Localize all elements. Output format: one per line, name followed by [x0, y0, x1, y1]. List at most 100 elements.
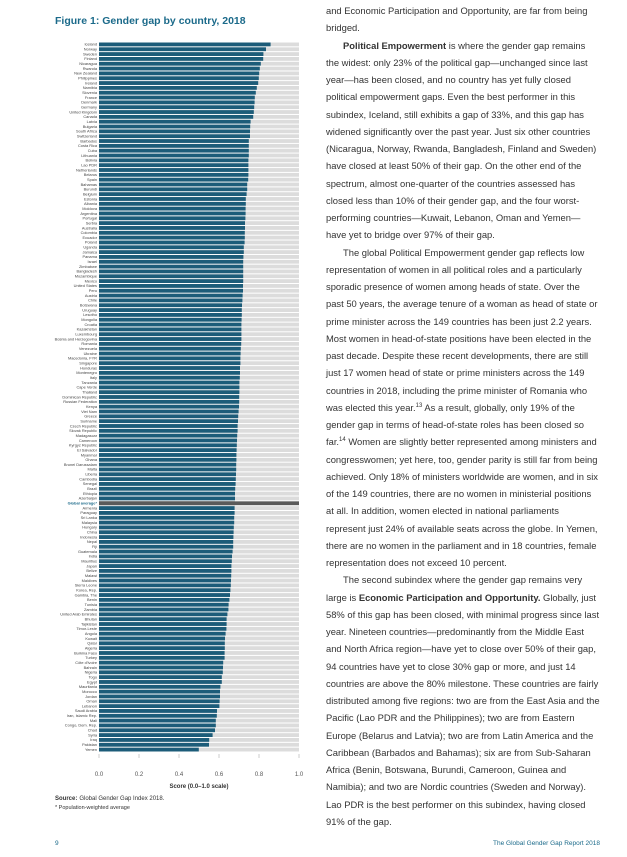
category-label: Montenegro: [76, 370, 97, 375]
category-label: Switzerland: [77, 133, 97, 138]
category-label: Côte d'Ivoire: [75, 660, 97, 665]
bar: [99, 279, 244, 283]
bar: [99, 453, 237, 457]
category-label: Slovenia: [82, 90, 98, 95]
category-label: Sweden: [83, 51, 97, 56]
bar: [99, 240, 245, 245]
bar: [99, 549, 233, 554]
category-label: Chad: [88, 728, 97, 733]
bar: [99, 738, 210, 742]
bar: [99, 264, 244, 269]
bar: [99, 201, 246, 206]
bar: [99, 259, 244, 264]
category-label: Malaysia: [82, 520, 98, 525]
chart: Figure 1: Gender gap by country, 2018 Ic…: [55, 15, 304, 811]
category-label: Rwanda: [83, 66, 98, 71]
text-run: The global Political Empowerment gender …: [326, 246, 598, 413]
category-label: Estonia: [84, 196, 98, 201]
bar: [99, 404, 239, 409]
category-label: Burundi: [84, 187, 98, 192]
bar: [99, 568, 232, 573]
category-label: Timor-Leste: [76, 626, 97, 631]
category-label: Uganda: [83, 245, 97, 250]
category-label: Tajikistan: [81, 621, 97, 626]
bar: [99, 56, 264, 61]
bar: [99, 303, 242, 308]
bar: [99, 482, 236, 486]
bar: [99, 433, 238, 438]
category-label: Spain: [87, 177, 97, 182]
bar: [99, 742, 209, 747]
category-label: Qatar: [87, 641, 97, 646]
paragraph: The second subindex where the gender gap…: [326, 571, 600, 830]
bold-run: Economic Participation and Opportunity.: [358, 591, 541, 603]
category-label: Viet Nam: [81, 409, 97, 414]
category-label: Panama: [83, 254, 98, 259]
category-label: Iran, Islamic Rep.: [67, 713, 97, 718]
bar: [99, 337, 242, 341]
category-label: Egypt: [87, 679, 98, 684]
category-label: Czech Republic: [70, 423, 97, 428]
footnote-ref: 14: [339, 437, 346, 444]
bar: [99, 153, 249, 158]
bar: [99, 361, 241, 366]
category-label: Mozambique: [75, 274, 97, 279]
bar: [99, 312, 242, 317]
bar: [99, 496, 235, 501]
bar: [99, 187, 248, 192]
category-label: Armenia: [83, 505, 98, 510]
category-label: Philippines: [78, 76, 97, 81]
bar: [99, 341, 242, 346]
category-label: Oman: [86, 699, 97, 704]
bar: [99, 723, 216, 728]
category-label: Australia: [82, 225, 98, 230]
category-label: Singapore: [79, 360, 97, 365]
category-label: Korea, Rep.: [76, 587, 97, 592]
category-label: Denmark: [81, 100, 97, 105]
category-label: Latvia: [87, 119, 98, 124]
bar: [99, 525, 234, 530]
paragraph: and Economic Participation and Opportuni…: [326, 2, 600, 37]
bar: [99, 375, 240, 380]
bar: [99, 728, 215, 733]
note: * Population-weighted average: [55, 805, 130, 811]
source-label: Source:: [55, 796, 77, 802]
category-label: Colombia: [81, 230, 98, 235]
bar: [99, 462, 237, 467]
bar: [99, 66, 260, 71]
bar: [99, 390, 240, 395]
category-label: Suriname: [80, 418, 97, 423]
category-label: Russian Federation: [63, 399, 97, 404]
text-run: As a result, globally, only 19% of the g…: [326, 401, 584, 448]
bar: [99, 177, 249, 182]
category-label: Indonesia: [80, 534, 98, 539]
bar: [99, 134, 250, 139]
category-label: Bahrain: [84, 665, 97, 670]
bar: [99, 607, 229, 612]
category-label: Fiji: [92, 544, 97, 549]
bar: [99, 85, 257, 90]
report-title: The Global Gender Gap Report 2018: [493, 840, 600, 847]
bar: [99, 718, 216, 723]
bar: [99, 148, 249, 153]
bar: [99, 293, 243, 298]
bar: [99, 419, 238, 424]
category-label: Guatemala: [78, 549, 98, 554]
category-label: Moldova: [82, 206, 98, 211]
bar: [99, 124, 251, 129]
bar: [99, 255, 244, 259]
category-label: Macedonia, FYR: [68, 356, 97, 361]
category-label: Belize: [86, 568, 97, 573]
category-label: Namibia: [83, 85, 98, 90]
category-label: Albania: [84, 201, 98, 206]
category-label: Mauritius: [81, 559, 97, 564]
category-label: Belarus: [84, 172, 97, 177]
category-label: Myanmar: [81, 452, 98, 457]
bar: [99, 631, 226, 636]
category-label: Mali: [90, 718, 97, 723]
category-label: Jamaica: [83, 249, 98, 254]
category-label: Canada: [83, 114, 97, 119]
bar: [99, 655, 225, 660]
category-label: Germany: [81, 105, 97, 110]
bar: [99, 573, 232, 578]
